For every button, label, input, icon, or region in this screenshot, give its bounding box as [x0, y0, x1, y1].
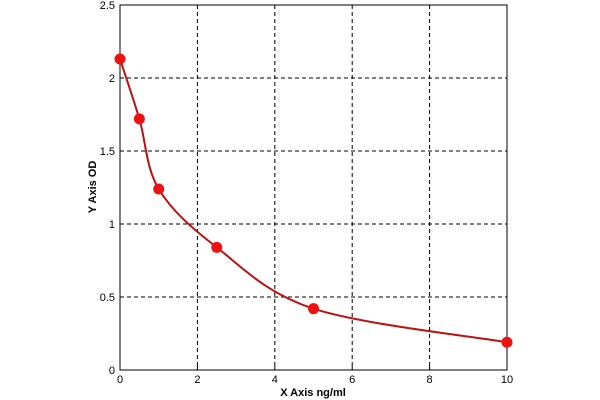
y-tick-label: 1.5 — [100, 146, 115, 158]
y-tick-label: 2.5 — [100, 0, 115, 12]
x-tick-label: 4 — [272, 374, 278, 386]
data-point — [308, 303, 319, 315]
data-point — [501, 336, 513, 348]
x-tick-label: 8 — [427, 374, 433, 386]
x-tick-label: 10 — [501, 374, 513, 386]
y-tick-label: 1 — [109, 219, 115, 231]
data-point — [133, 113, 145, 125]
data-points — [114, 53, 513, 348]
y-tick-label: 0 — [109, 365, 115, 377]
x-axis-title: X Axis ng/ml — [280, 387, 346, 399]
data-point — [153, 183, 165, 195]
x-tick-label: 6 — [349, 374, 355, 386]
y-tick-label: 0.5 — [100, 292, 115, 304]
y-axis-ticks: 0 0.5 1 1.5 2 2.5 — [100, 0, 124, 377]
x-axis-ticks: 0 2 4 6 8 10 — [117, 366, 513, 386]
grid-lines — [120, 5, 507, 370]
data-point — [211, 241, 223, 253]
plot-frame — [119, 4, 508, 371]
y-tick-label: 2 — [109, 73, 115, 85]
fit-curve-line — [119, 58, 508, 344]
x-tick-label: 0 — [117, 374, 123, 386]
data-point — [114, 53, 126, 65]
x-tick-label: 2 — [194, 374, 200, 386]
y-axis-title: Y Axis OD — [87, 161, 99, 214]
